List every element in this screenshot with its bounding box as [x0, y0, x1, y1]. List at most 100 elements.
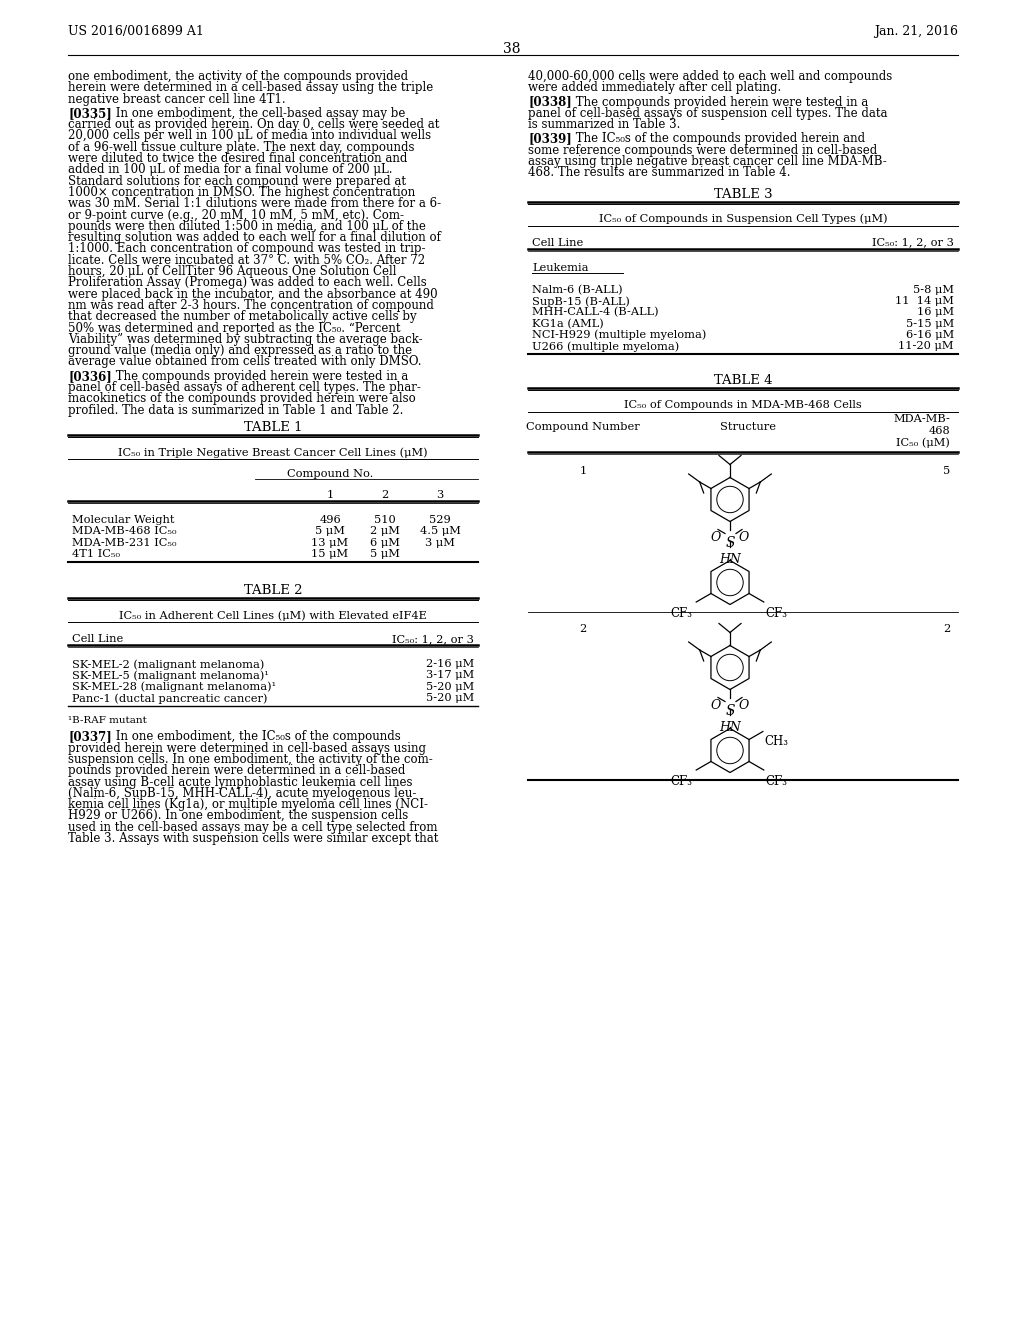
- Text: O: O: [711, 700, 721, 713]
- Text: SK-MEL-2 (malignant melanoma): SK-MEL-2 (malignant melanoma): [72, 659, 264, 669]
- Text: IC₅₀ of Compounds in Suspension Cell Types (μM): IC₅₀ of Compounds in Suspension Cell Typ…: [599, 214, 888, 224]
- Text: average value obtained from cells treated with only DMSO.: average value obtained from cells treate…: [68, 355, 422, 368]
- Text: 2: 2: [943, 624, 950, 635]
- Text: US 2016/0016899 A1: US 2016/0016899 A1: [68, 25, 204, 38]
- Text: 510: 510: [374, 515, 396, 525]
- Text: 1: 1: [327, 490, 334, 500]
- Text: Panc-1 (ductal pancreatic cancer): Panc-1 (ductal pancreatic cancer): [72, 693, 267, 704]
- Text: S: S: [726, 536, 735, 550]
- Text: IC₅₀: 1, 2, or 3: IC₅₀: 1, 2, or 3: [872, 238, 954, 248]
- Text: O: O: [711, 532, 721, 544]
- Text: Cell Line: Cell Line: [532, 238, 584, 248]
- Text: [0335]: [0335]: [68, 107, 112, 120]
- Text: 5-20 μM: 5-20 μM: [426, 693, 474, 704]
- Text: 6-16 μM: 6-16 μM: [906, 330, 954, 339]
- Text: kemia cell lines (Kg1a), or multiple myeloma cell lines (NCI-: kemia cell lines (Kg1a), or multiple mye…: [68, 799, 428, 812]
- Text: [0339]: [0339]: [528, 132, 571, 145]
- Text: Jan. 21, 2016: Jan. 21, 2016: [874, 25, 958, 38]
- Text: 6 μM: 6 μM: [370, 537, 400, 548]
- Text: assay using B-cell acute lymphoblastic leukemia cell lines: assay using B-cell acute lymphoblastic l…: [68, 776, 413, 788]
- Text: 15 μM: 15 μM: [311, 549, 348, 558]
- Text: some reference compounds were determined in cell-based: some reference compounds were determined…: [528, 144, 878, 157]
- Text: added in 100 μL of media for a final volume of 200 μL.: added in 100 μL of media for a final vol…: [68, 164, 392, 177]
- Text: IC₅₀ in Adherent Cell Lines (μM) with Elevated eIF4E: IC₅₀ in Adherent Cell Lines (μM) with El…: [119, 610, 427, 620]
- Text: 13 μM: 13 μM: [311, 537, 348, 548]
- Text: one embodiment, the activity of the compounds provided: one embodiment, the activity of the comp…: [68, 70, 409, 83]
- Text: 40,000-60,000 cells were added to each well and compounds: 40,000-60,000 cells were added to each w…: [528, 70, 892, 83]
- Text: IC₅₀ of Compounds in MDA-MB-468 Cells: IC₅₀ of Compounds in MDA-MB-468 Cells: [624, 400, 862, 411]
- Text: ¹B-RAF mutant: ¹B-RAF mutant: [68, 717, 146, 726]
- Text: TABLE 2: TABLE 2: [244, 585, 302, 597]
- Text: was 30 mM. Serial 1:1 dilutions were made from there for a 6-: was 30 mM. Serial 1:1 dilutions were mad…: [68, 197, 441, 210]
- Text: used in the cell-based assays may be a cell type selected from: used in the cell-based assays may be a c…: [68, 821, 437, 834]
- Text: macokinetics of the compounds provided herein were also: macokinetics of the compounds provided h…: [68, 392, 416, 405]
- Text: panel of cell-based assays of adherent cell types. The phar-: panel of cell-based assays of adherent c…: [68, 381, 421, 395]
- Text: 3: 3: [436, 490, 443, 500]
- Text: Proliferation Assay (Promega) was added to each well. Cells: Proliferation Assay (Promega) was added …: [68, 276, 427, 289]
- Text: H929 or U266). In one embodiment, the suspension cells: H929 or U266). In one embodiment, the su…: [68, 809, 409, 822]
- Text: 2-16 μM: 2-16 μM: [426, 659, 474, 669]
- Text: were added immediately after cell plating.: were added immediately after cell platin…: [528, 82, 781, 94]
- Text: MHH-CALL-4 (B-ALL): MHH-CALL-4 (B-ALL): [532, 308, 658, 318]
- Text: 11-20 μM: 11-20 μM: [898, 341, 954, 351]
- Text: 5: 5: [943, 466, 950, 477]
- Text: 11  14 μM: 11 14 μM: [895, 296, 954, 306]
- Text: 5 μM: 5 μM: [370, 549, 400, 558]
- Text: NCI-H929 (multiple myeloma): NCI-H929 (multiple myeloma): [532, 330, 707, 341]
- Text: IC₅₀ in Triple Negative Breast Cancer Cell Lines (μM): IC₅₀ in Triple Negative Breast Cancer Ce…: [118, 447, 428, 458]
- Text: of a 96-well tissue culture plate. The next day, compounds: of a 96-well tissue culture plate. The n…: [68, 141, 415, 154]
- Text: MDA-MB-231 IC₅₀: MDA-MB-231 IC₅₀: [72, 537, 176, 548]
- Text: 4T1 IC₅₀: 4T1 IC₅₀: [72, 549, 120, 558]
- Text: SK-MEL-28 (malignant melanoma)¹: SK-MEL-28 (malignant melanoma)¹: [72, 682, 276, 693]
- Text: 1:1000. Each concentration of compound was tested in trip-: 1:1000. Each concentration of compound w…: [68, 243, 426, 256]
- Text: [0337]: [0337]: [68, 730, 112, 743]
- Text: Compound Number: Compound Number: [526, 422, 640, 433]
- Text: (Nalm-6, SupB-15, MHH-CALL-4), acute myelogenous leu-: (Nalm-6, SupB-15, MHH-CALL-4), acute mye…: [68, 787, 417, 800]
- Text: 529: 529: [429, 515, 451, 525]
- Text: U266 (multiple myeloma): U266 (multiple myeloma): [532, 341, 679, 351]
- Text: 4.5 μM: 4.5 μM: [420, 527, 461, 536]
- Text: IC₅₀: 1, 2, or 3: IC₅₀: 1, 2, or 3: [392, 634, 474, 644]
- Text: Leukemia: Leukemia: [532, 263, 589, 273]
- Text: HN: HN: [719, 722, 741, 734]
- Text: 5-15 μM: 5-15 μM: [906, 318, 954, 329]
- Text: Table 3. Assays with suspension cells were similar except that: Table 3. Assays with suspension cells we…: [68, 832, 438, 845]
- Text: Viability” was determined by subtracting the average back-: Viability” was determined by subtracting…: [68, 333, 423, 346]
- Text: CF₃: CF₃: [671, 775, 692, 788]
- Text: 2: 2: [381, 490, 389, 500]
- Text: 5-20 μM: 5-20 μM: [426, 682, 474, 692]
- Text: 3-17 μM: 3-17 μM: [426, 671, 474, 681]
- Text: Structure: Structure: [720, 422, 776, 433]
- Text: negative breast cancer cell line 4T1.: negative breast cancer cell line 4T1.: [68, 92, 286, 106]
- Text: 1: 1: [580, 466, 587, 477]
- Text: 468: 468: [928, 426, 950, 436]
- Text: 2 μM: 2 μM: [370, 527, 400, 536]
- Text: CF₃: CF₃: [766, 607, 787, 620]
- Text: 38: 38: [503, 42, 521, 55]
- Text: 50% was determined and reported as the IC₅₀. “Percent: 50% was determined and reported as the I…: [68, 322, 400, 334]
- Text: O: O: [739, 700, 750, 713]
- Text: 3 μM: 3 μM: [425, 537, 455, 548]
- Text: panel of cell-based assays of suspension cell types. The data: panel of cell-based assays of suspension…: [528, 107, 888, 120]
- Text: SupB-15 (B-ALL): SupB-15 (B-ALL): [532, 296, 630, 306]
- Text: The compounds provided herein were tested in a: The compounds provided herein were teste…: [572, 95, 868, 108]
- Text: TABLE 4: TABLE 4: [714, 375, 772, 388]
- Text: assay using triple negative breast cancer cell line MDA-MB-: assay using triple negative breast cance…: [528, 154, 887, 168]
- Text: or 9-point curve (e.g., 20 mM, 10 mM, 5 mM, etc). Com-: or 9-point curve (e.g., 20 mM, 10 mM, 5 …: [68, 209, 404, 222]
- Text: were placed back in the incubator, and the absorbance at 490: were placed back in the incubator, and t…: [68, 288, 437, 301]
- Text: 5-8 μM: 5-8 μM: [913, 285, 954, 294]
- Text: is summarized in Table 3.: is summarized in Table 3.: [528, 119, 680, 131]
- Text: Compound No.: Compound No.: [287, 469, 373, 479]
- Text: HN: HN: [719, 553, 741, 566]
- Text: pounds were then diluted 1:500 in media, and 100 μL of the: pounds were then diluted 1:500 in media,…: [68, 220, 426, 232]
- Text: resulting solution was added to each well for a final dilution of: resulting solution was added to each wel…: [68, 231, 441, 244]
- Text: 5 μM: 5 μM: [315, 527, 345, 536]
- Text: 496: 496: [319, 515, 341, 525]
- Text: herein were determined in a cell-based assay using the triple: herein were determined in a cell-based a…: [68, 82, 433, 94]
- Text: were diluted to twice the desired final concentration and: were diluted to twice the desired final …: [68, 152, 408, 165]
- Text: 20,000 cells per well in 100 μL of media into individual wells: 20,000 cells per well in 100 μL of media…: [68, 129, 431, 143]
- Text: [0338]: [0338]: [528, 95, 571, 108]
- Text: TABLE 1: TABLE 1: [244, 421, 302, 434]
- Text: 1000× concentration in DMSO. The highest concentration: 1000× concentration in DMSO. The highest…: [68, 186, 416, 199]
- Text: pounds provided herein were determined in a cell-based: pounds provided herein were determined i…: [68, 764, 406, 777]
